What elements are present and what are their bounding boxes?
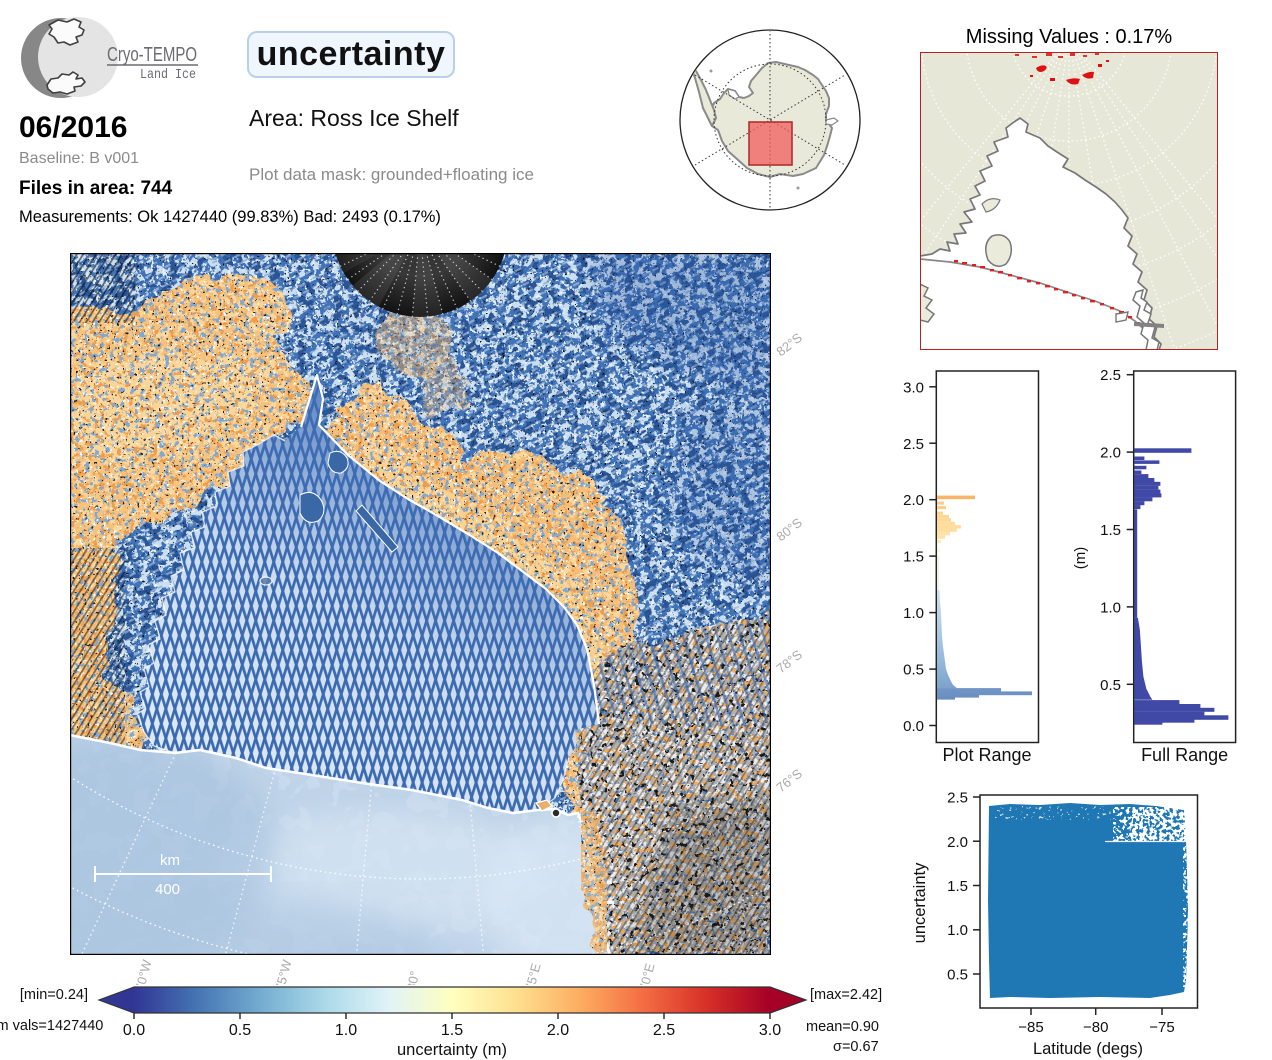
- svg-text:[max=2.42]: [max=2.42]: [810, 987, 882, 1003]
- svg-text:1.5: 1.5: [441, 1022, 463, 1039]
- svg-text:mean=0.90: mean=0.90: [806, 1019, 879, 1035]
- svg-text:−75: −75: [1149, 1019, 1174, 1036]
- svg-text:uncertainty (m): uncertainty (m): [397, 1041, 507, 1059]
- svg-text:2.5: 2.5: [947, 790, 968, 807]
- svg-text:2.5: 2.5: [653, 1022, 675, 1039]
- svg-text:1.0: 1.0: [947, 922, 968, 939]
- svg-text:1.0: 1.0: [335, 1022, 357, 1039]
- svg-text:2.5: 2.5: [903, 436, 924, 453]
- svg-text:Num vals=1427440: Num vals=1427440: [0, 1018, 103, 1034]
- svg-text:2.0: 2.0: [547, 1022, 569, 1039]
- svg-text:1.0: 1.0: [1100, 599, 1121, 616]
- svg-text:[min=0.24]: [min=0.24]: [20, 987, 88, 1003]
- svg-text:km: km: [160, 852, 180, 869]
- svg-text:0.5: 0.5: [1100, 677, 1121, 694]
- svg-text:uncertainty: uncertainty: [911, 862, 929, 943]
- svg-text:1.0: 1.0: [903, 605, 924, 622]
- svg-text:2.0: 2.0: [947, 834, 968, 851]
- svg-text:Full Range: Full Range: [1141, 745, 1228, 765]
- svg-text:0.5: 0.5: [229, 1022, 251, 1039]
- svg-text:Land Ice: Land Ice: [140, 67, 196, 83]
- svg-text:Plot Range: Plot Range: [942, 745, 1031, 765]
- svg-text:2.0: 2.0: [1100, 445, 1121, 462]
- svg-text:1.5: 1.5: [903, 549, 924, 566]
- svg-text:0.0: 0.0: [903, 718, 924, 735]
- svg-text:3.0: 3.0: [759, 1022, 781, 1039]
- svg-text:−85: −85: [1018, 1019, 1043, 1036]
- svg-text:400: 400: [155, 881, 180, 898]
- svg-text:Cryo-TEMPO: Cryo-TEMPO: [107, 44, 197, 66]
- svg-text:0.5: 0.5: [947, 967, 968, 984]
- svg-text:Latitude (degs): Latitude (degs): [1033, 1040, 1143, 1058]
- svg-text:0.5: 0.5: [903, 662, 924, 679]
- svg-text:1.5: 1.5: [947, 878, 968, 895]
- svg-text:2.0: 2.0: [903, 492, 924, 509]
- svg-text:0.0: 0.0: [123, 1022, 145, 1039]
- svg-text:−80: −80: [1083, 1019, 1108, 1036]
- svg-text:1.5: 1.5: [1100, 522, 1121, 539]
- svg-text:σ=0.67: σ=0.67: [833, 1039, 879, 1055]
- svg-text:3.0: 3.0: [903, 379, 924, 396]
- svg-text:2.5: 2.5: [1100, 367, 1121, 384]
- svg-text:(m): (m): [1072, 547, 1089, 570]
